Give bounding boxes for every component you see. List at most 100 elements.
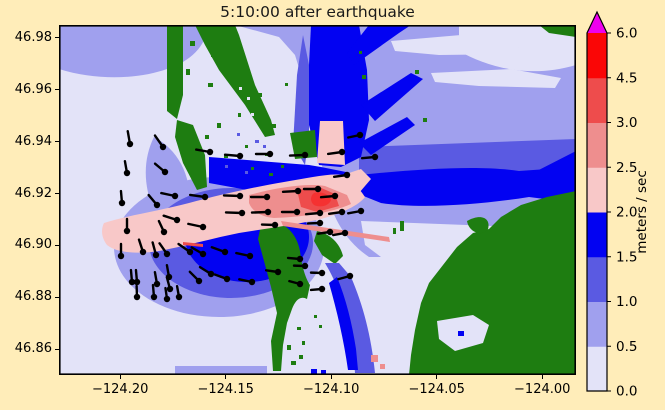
map-region-blue-v-diag1	[347, 25, 411, 65]
drifter-dot	[223, 275, 231, 283]
drifter-dot	[338, 148, 346, 156]
drifter-dot	[271, 221, 279, 229]
drifter-dot	[153, 201, 161, 209]
drifter-dot	[171, 192, 179, 200]
map-region-peninsula-west-strip	[167, 25, 183, 119]
colorbar-tick-label: 6.0	[616, 26, 637, 42]
x-tick-label: −124.00	[514, 382, 571, 397]
drifter-dot	[139, 248, 147, 256]
map-speckle	[251, 113, 254, 116]
drifter-dot	[356, 131, 364, 139]
map-speckle	[238, 113, 241, 117]
map-speckle	[302, 341, 305, 345]
drifter-dot	[263, 193, 271, 201]
y-tick-label: 46.94	[14, 133, 52, 149]
map-speckle	[224, 155, 228, 158]
map-speckle	[281, 165, 284, 168]
map-speckle	[319, 325, 322, 328]
drifter-dot	[221, 248, 229, 256]
map-speckle	[415, 70, 419, 74]
drifter-dot	[133, 278, 141, 286]
drifter-dot	[316, 209, 324, 217]
map-region-delta-head-east	[314, 231, 343, 264]
map-speckle	[299, 355, 303, 359]
map-speckle	[291, 361, 296, 365]
map-speckle	[208, 83, 213, 87]
colorbar-segment	[587, 346, 607, 392]
map-region-pink-bit-s1	[371, 355, 378, 362]
drifter-dot	[318, 285, 326, 293]
colorbar-segment	[587, 167, 607, 213]
map-speckle	[321, 370, 326, 374]
map-speckle	[314, 315, 317, 318]
map-region-green-patch-mid	[290, 130, 317, 159]
y-tick-label: 46.96	[14, 81, 52, 97]
map-speckle	[225, 165, 228, 168]
y-tick-label: 46.90	[14, 237, 52, 253]
drifter-dot	[357, 207, 365, 215]
drifter-dot	[296, 280, 304, 288]
map-speckle	[205, 135, 209, 139]
y-tickmark	[55, 348, 59, 350]
drifter-dot	[294, 187, 302, 195]
map-region-green-curl-island	[467, 217, 489, 234]
map-region-ne-green-sliver	[539, 25, 576, 37]
map-region-blue-v-diag3	[359, 117, 415, 155]
velocity-map	[59, 25, 576, 375]
y-tickmark	[55, 89, 59, 91]
colorbar-tick-label: 0.0	[616, 384, 637, 400]
colorbar-segment	[587, 256, 607, 302]
map-region-pink-bit-s2	[380, 364, 385, 369]
drifter-dot	[346, 272, 354, 280]
drifter-dot	[160, 228, 168, 236]
map-speckle	[217, 123, 221, 128]
map-region-blue-streak-ne	[529, 151, 576, 175]
drifter-dot	[152, 251, 160, 259]
map-region-pink-column-north	[317, 121, 345, 165]
map-speckle	[287, 345, 291, 350]
drifter-dot	[338, 208, 346, 216]
drifter-dot	[195, 277, 203, 285]
colorbar-tick-label: 2.5	[616, 160, 637, 176]
drifter-dot	[123, 227, 131, 235]
drifter-dot	[206, 148, 214, 156]
drifter-dot	[173, 216, 181, 224]
drifter-dot	[314, 185, 322, 193]
colorbar-segment	[587, 77, 607, 123]
drifter-dot	[296, 255, 304, 263]
drifter-dot	[128, 278, 136, 286]
colorbar-segment	[587, 33, 607, 79]
map-speckle	[239, 87, 242, 90]
colorbar-tick-label: 1.5	[616, 249, 637, 265]
map-region-peninsula-west-lower	[175, 120, 207, 190]
colorbar-segment	[587, 301, 607, 347]
map-region-blue-band-right	[359, 167, 576, 206]
x-tick-label: −124.05	[408, 382, 465, 397]
colorbar-tick-label: 1.0	[616, 294, 637, 310]
x-tickmark	[225, 375, 227, 379]
map-speckle	[400, 221, 404, 231]
drifter-dot	[199, 223, 207, 231]
drifter-dot	[126, 140, 134, 148]
drifter-dot	[318, 269, 326, 277]
map-region-red-dash-west	[183, 242, 203, 247]
drifter-dot	[238, 209, 246, 217]
map-region-blue-v-diag2	[361, 73, 423, 121]
colorbar-tick-label: 3.0	[616, 115, 637, 131]
drifter-dot	[274, 268, 282, 276]
x-tick-label: −124.10	[303, 382, 360, 397]
map-speckle	[359, 51, 362, 54]
drifter-dot	[371, 153, 379, 161]
map-speckle	[247, 97, 250, 100]
drifter-dot	[301, 262, 309, 270]
map-region-salmon-diagonal	[281, 221, 390, 242]
map-speckle	[362, 75, 366, 79]
drifter-dot	[117, 252, 125, 260]
x-tickmark	[119, 375, 121, 379]
map-region-pale-strip-b	[431, 69, 561, 88]
map-speckle	[241, 107, 244, 110]
plot-title: 5:10:00 after earthquake	[220, 3, 415, 21]
map-speckle	[186, 69, 190, 75]
drifter-dot	[159, 143, 167, 151]
drifter-dot	[163, 295, 171, 303]
